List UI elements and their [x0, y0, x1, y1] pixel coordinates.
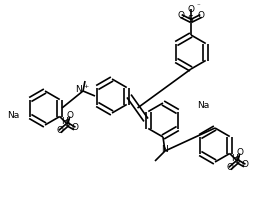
Text: S: S — [187, 16, 193, 24]
Text: O: O — [188, 4, 195, 14]
Text: +: + — [83, 83, 89, 88]
Text: N: N — [162, 144, 168, 154]
Text: O: O — [198, 11, 205, 20]
Text: S: S — [65, 119, 71, 128]
Text: O: O — [66, 111, 73, 120]
Text: O: O — [177, 11, 184, 20]
Text: Na: Na — [7, 110, 19, 120]
Text: H: H — [61, 117, 68, 126]
Text: O: O — [71, 123, 78, 132]
Text: S: S — [235, 156, 241, 165]
Text: O: O — [241, 160, 248, 169]
Text: N: N — [75, 84, 82, 94]
Text: O: O — [56, 126, 63, 135]
Text: O: O — [226, 163, 233, 172]
Text: Na: Na — [197, 101, 209, 109]
Text: H: H — [231, 154, 238, 163]
Text: O: O — [236, 148, 243, 157]
Text: ⁻: ⁻ — [196, 3, 200, 9]
